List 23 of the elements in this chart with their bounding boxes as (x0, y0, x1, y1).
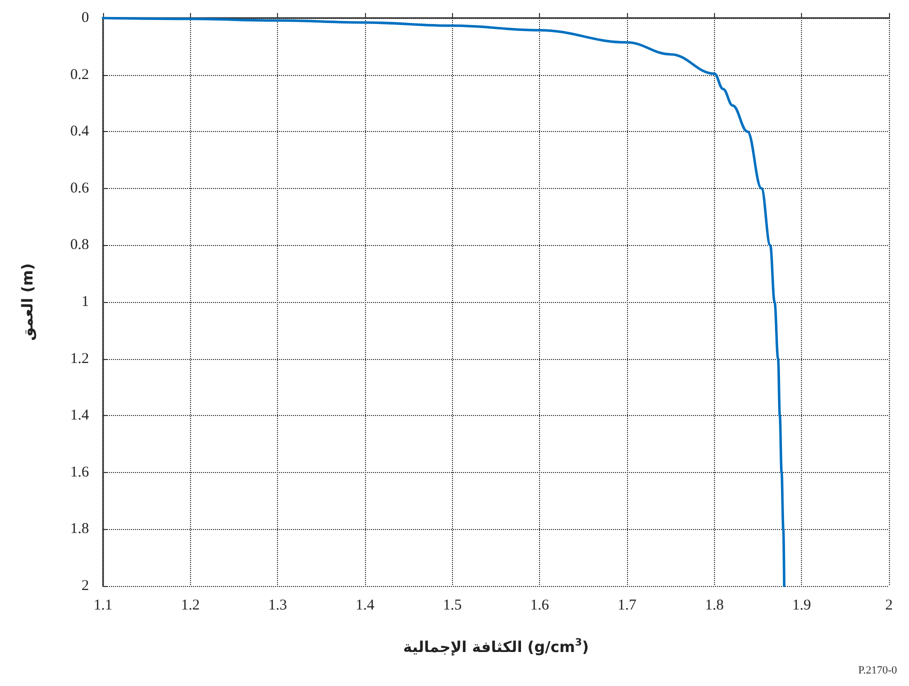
y-tick-label: 1 (82, 294, 89, 310)
x-tick-label: 1.8 (704, 598, 724, 614)
y-tick-label: 1.2 (70, 350, 89, 367)
y-tick-label: 1.8 (70, 521, 89, 538)
y-tick-label: 0.8 (70, 237, 89, 254)
y-tick-label: 2 (82, 578, 89, 594)
x-tick-label: 1.2 (180, 598, 200, 614)
x-tick-label: 1.1 (94, 598, 112, 614)
x-tick-label: 1.6 (530, 598, 550, 614)
x-tick-label: 2 (885, 598, 893, 614)
x-tick-label: 1.3 (268, 598, 288, 614)
y-tick-label: 0.2 (70, 66, 89, 83)
x-tick-label: 1.4 (356, 598, 375, 614)
y-tick-label: 1.6 (70, 464, 90, 480)
y-tick-label: 0.4 (70, 124, 90, 140)
y-axis-title: العمق (m) (18, 263, 36, 341)
y-tick-label: 1.4 (70, 408, 90, 424)
y-tick-label: 0.6 (70, 180, 90, 196)
text: P.2170-0 (858, 664, 898, 676)
x-tick-label: 1.7 (618, 598, 637, 614)
x-tick-label: 1.9 (792, 598, 812, 614)
y-tick-label: 0 (82, 10, 89, 26)
x-tick-label: 1.5 (442, 598, 462, 614)
